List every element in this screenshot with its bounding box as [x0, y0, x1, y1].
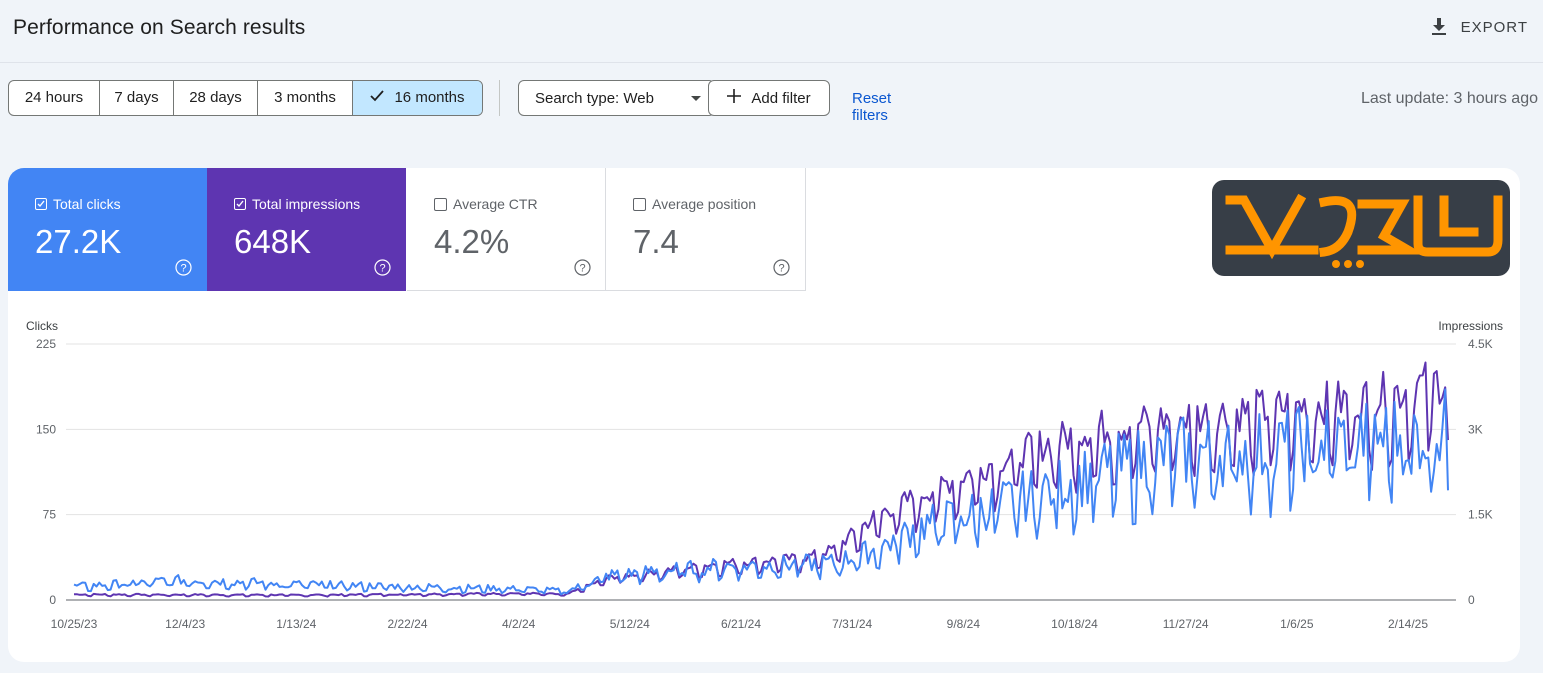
checkbox-checked-icon[interactable] [234, 198, 246, 210]
metric-label: Average CTR [453, 196, 538, 212]
x-tick-label: 7/31/24 [832, 617, 872, 631]
x-tick-label: 12/4/23 [165, 617, 205, 631]
search-type-label: Search type: Web [535, 89, 654, 107]
series-line-impressions [73, 361, 1449, 598]
download-icon [1431, 18, 1447, 36]
export-label: EXPORT [1460, 18, 1528, 36]
range-16-months-label: 16 months [394, 89, 465, 106]
svg-text:?: ? [180, 263, 186, 275]
left-tick-label: 75 [43, 508, 57, 522]
check-icon [370, 81, 385, 115]
help-icon[interactable]: ? [773, 259, 790, 281]
metric-total-clicks[interactable]: Total clicks 27.2K ? [8, 168, 207, 291]
metric-value: 27.2K [35, 223, 122, 260]
metric-value: 7.4 [633, 223, 679, 260]
help-icon[interactable]: ? [175, 259, 192, 281]
page-title: Performance on Search results [13, 16, 306, 39]
x-tick-label: 1/6/25 [1280, 617, 1314, 631]
metric-value: 648K [234, 223, 312, 260]
svg-text:?: ? [778, 263, 784, 275]
metric-label: Average position [652, 196, 757, 212]
checkbox-unchecked-icon[interactable] [633, 197, 646, 211]
range-3-months[interactable]: 3 months [258, 81, 353, 115]
range-28-days[interactable]: 28 days [174, 81, 258, 115]
checkbox-checked-icon[interactable] [35, 198, 47, 210]
help-icon[interactable]: ? [374, 259, 391, 281]
brand-logo [1212, 180, 1510, 276]
left-tick-label: 0 [49, 593, 56, 607]
right-tick-label: 3K [1468, 422, 1483, 436]
divider [499, 80, 500, 116]
x-tick-label: 2/14/25 [1388, 617, 1428, 631]
export-button[interactable]: EXPORT [1431, 16, 1528, 38]
right-axis-title: Impressions [1438, 319, 1503, 333]
left-axis-title: Clicks [26, 319, 58, 333]
svg-text:?: ? [579, 263, 585, 275]
x-tick-label: 4/2/24 [502, 617, 536, 631]
add-filter-label: Add filter [751, 89, 811, 107]
metric-label: Total clicks [53, 196, 121, 212]
metric-total-impressions[interactable]: Total impressions 648K ? [207, 168, 406, 291]
page-header: Performance on Search results EXPORT [0, 0, 1543, 63]
x-tick-label: 2/22/24 [387, 617, 427, 631]
range-16-months[interactable]: 16 months [353, 81, 482, 115]
date-range-selector: 24 hours 7 days 28 days 3 months 16 mont… [8, 80, 483, 116]
series-line-clicks [73, 388, 1449, 596]
help-icon[interactable]: ? [574, 259, 591, 281]
reset-filters-link[interactable]: Reset filters [852, 90, 892, 124]
x-tick-label: 10/18/24 [1051, 617, 1098, 631]
right-tick-label: 4.5K [1468, 337, 1493, 351]
x-tick-label: 11/27/24 [1163, 617, 1209, 631]
x-tick-label: 9/8/24 [947, 617, 981, 631]
last-update-text: Last update: 3 hours ago [1360, 90, 1538, 107]
right-tick-label: 1.5K [1468, 508, 1493, 522]
x-tick-label: 6/21/24 [721, 617, 761, 631]
metric-average-position[interactable]: Average position 7.4 ? [606, 168, 806, 291]
right-tick-label: 0 [1468, 593, 1475, 607]
left-tick-label: 225 [36, 337, 56, 351]
metric-label-wrap: Total clicks [35, 196, 121, 212]
metric-label: Total impressions [252, 196, 361, 212]
left-tick-label: 150 [36, 422, 56, 436]
search-type-dropdown[interactable]: Search type: Web [518, 80, 715, 116]
range-24-hours[interactable]: 24 hours [9, 81, 100, 115]
plus-icon [727, 89, 742, 107]
metric-label-wrap: Total impressions [234, 196, 360, 212]
performance-card: Total clicks 27.2K ? Total impressions 6… [8, 168, 1520, 662]
x-tick-label: 1/13/24 [276, 617, 316, 631]
metric-value: 4.2% [434, 223, 510, 260]
caret-down-icon [691, 96, 701, 101]
svg-text:?: ? [379, 263, 385, 275]
metric-average-ctr[interactable]: Average CTR 4.2% ? [407, 168, 606, 291]
metric-label-wrap: Average CTR [434, 196, 538, 212]
checkbox-unchecked-icon[interactable] [434, 197, 447, 211]
metric-label-wrap: Average position [633, 196, 756, 212]
add-filter-button[interactable]: Add filter [708, 80, 830, 116]
x-tick-label: 5/12/24 [610, 617, 650, 631]
x-tick-label: 10/25/23 [51, 617, 98, 631]
range-7-days[interactable]: 7 days [100, 81, 174, 115]
